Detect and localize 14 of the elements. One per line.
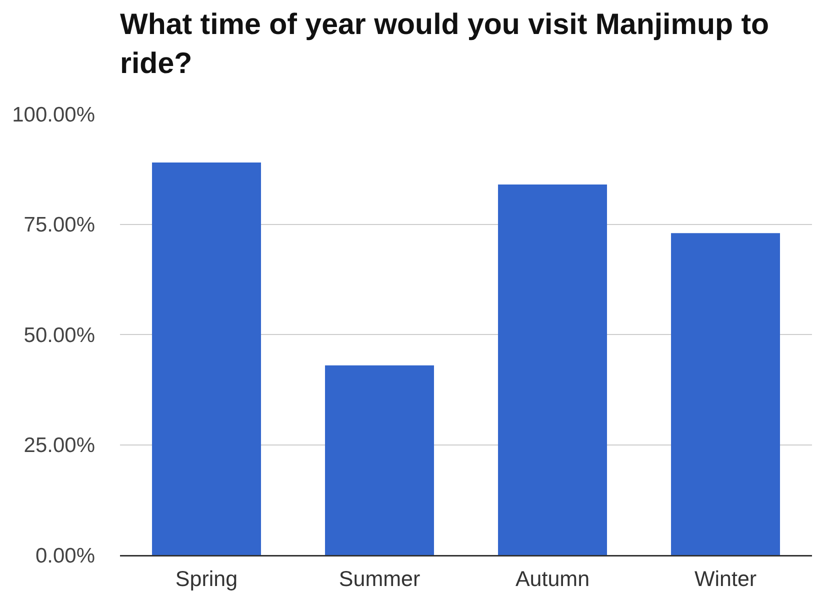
x-tick-label: Winter bbox=[694, 567, 757, 592]
chart-title: What time of year would you visit Manjimup to ride? bbox=[120, 7, 770, 82]
bar bbox=[498, 184, 607, 555]
y-tick-label: 0.00% bbox=[35, 544, 95, 568]
x-tick-label: Summer bbox=[338, 567, 420, 592]
y-tick-label: 25.00% bbox=[24, 434, 95, 458]
bar bbox=[152, 162, 261, 555]
y-tick-label: 100.00% bbox=[12, 103, 95, 126]
y-tick-label: 50.00% bbox=[24, 324, 95, 347]
x-tick-label: Spring bbox=[175, 567, 238, 592]
bar bbox=[671, 233, 780, 555]
bar bbox=[325, 365, 434, 555]
x-tick-label: Autumn bbox=[515, 567, 590, 592]
y-tick-label: 75.00% bbox=[24, 214, 95, 237]
